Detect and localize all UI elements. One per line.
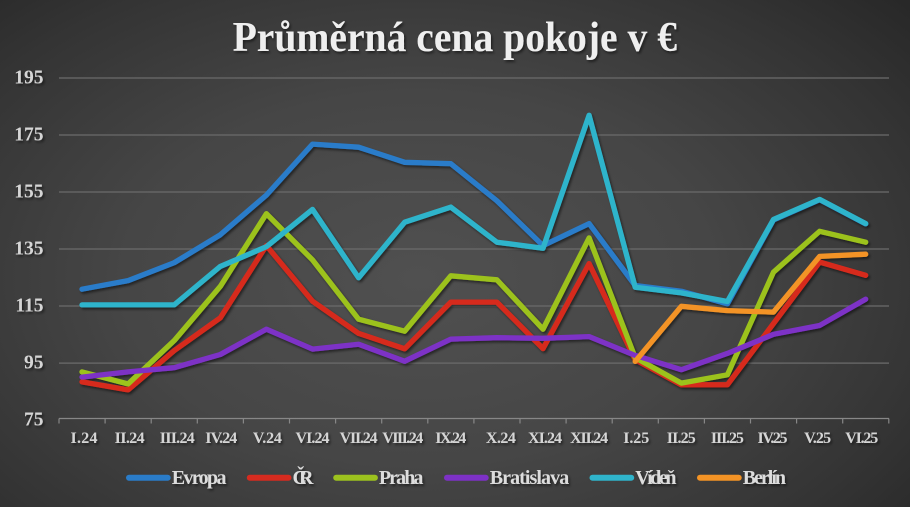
svg-text:I.24: I.24	[71, 430, 98, 447]
svg-text:III.24: III.24	[160, 430, 195, 447]
svg-text:ČR: ČR	[293, 465, 315, 489]
svg-text:VII.24: VII.24	[340, 430, 378, 447]
svg-text:III.25: III.25	[711, 430, 744, 447]
svg-text:Bratislava: Bratislava	[490, 467, 570, 489]
svg-text:Průměrná cena pokoje v €: Průměrná cena pokoje v €	[233, 13, 678, 61]
svg-text:95: 95	[24, 353, 44, 374]
svg-text:IV.24: IV.24	[205, 430, 237, 447]
svg-text:IX.24: IX.24	[435, 430, 466, 447]
svg-text:IV.25: IV.25	[758, 430, 788, 447]
svg-text:II.24: II.24	[115, 430, 145, 447]
svg-text:Evropa: Evropa	[172, 467, 227, 489]
svg-text:75: 75	[24, 410, 44, 431]
svg-text:V.25: V.25	[804, 430, 831, 447]
svg-text:VIII.24: VIII.24	[382, 430, 423, 447]
svg-text:X.24: X.24	[486, 430, 516, 447]
svg-text:VI.24: VI.24	[296, 430, 330, 447]
svg-text:115: 115	[15, 295, 43, 316]
svg-text:XI.24: XI.24	[528, 430, 562, 447]
svg-text:Vídeň: Vídeň	[635, 467, 676, 489]
svg-text:175: 175	[14, 124, 44, 145]
svg-text:Berlín: Berlín	[743, 467, 786, 489]
svg-text:135: 135	[14, 238, 44, 259]
svg-text:II.25: II.25	[667, 430, 696, 447]
svg-text:Praha: Praha	[379, 467, 424, 489]
svg-text:I.25: I.25	[623, 430, 649, 447]
svg-text:195: 195	[14, 67, 44, 88]
svg-text:V.24: V.24	[253, 430, 282, 447]
svg-text:155: 155	[14, 181, 44, 202]
svg-text:XII.24: XII.24	[570, 430, 608, 447]
svg-text:VI.25: VI.25	[845, 430, 878, 447]
